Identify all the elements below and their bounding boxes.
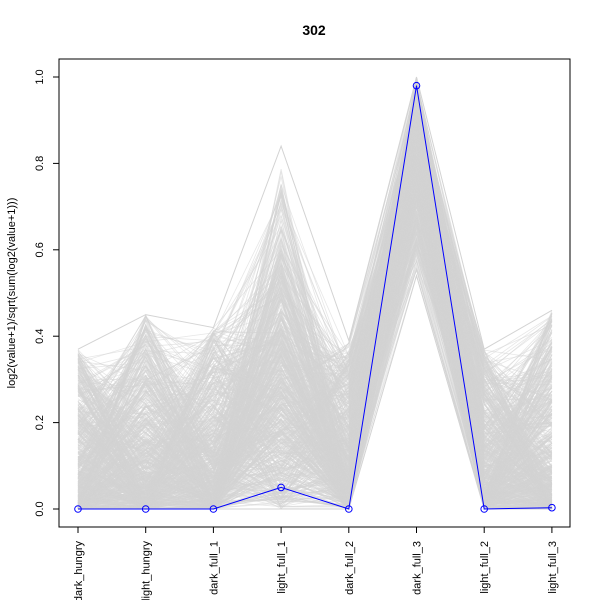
series-point (141, 505, 150, 513)
x-tick-label: light_hungry (141, 541, 153, 600)
x-tick-label: light_full_3 (547, 541, 559, 594)
y-tick-label: 0.2 (34, 415, 46, 430)
series-point (345, 505, 353, 513)
background-line (77, 188, 553, 508)
chart-title: 302 (302, 22, 326, 38)
y-tick-label: 0.8 (34, 156, 46, 171)
background-line (77, 155, 553, 507)
background-line (77, 108, 552, 508)
y-tick-label: 1.0 (34, 69, 46, 84)
background-line (77, 154, 553, 510)
x-tick-label: dark_full_1 (208, 541, 220, 595)
background-line (77, 113, 553, 506)
background-line (77, 153, 553, 510)
series-group (74, 81, 556, 513)
series-point (277, 483, 285, 492)
y-tick-label: 0.4 (34, 329, 46, 344)
x-tick-label: light_full_1 (276, 541, 288, 594)
background-line (77, 100, 553, 471)
plot-frame (58, 58, 571, 528)
series-point (480, 505, 489, 513)
background-line (77, 150, 553, 511)
y-axis-label: log2(value+1)/sqrt(sum(log2(value+1))) (6, 198, 18, 389)
y-tick-label: 0.6 (34, 242, 46, 257)
background-line (77, 193, 553, 509)
series-point (209, 505, 218, 513)
x-tick-label: dark_full_2 (344, 541, 356, 595)
background-line (77, 87, 553, 510)
background-lines-group (77, 76, 553, 511)
series-point (548, 503, 556, 512)
x-tick-label: dark_full_3 (412, 541, 424, 595)
background-line (77, 192, 553, 490)
background-line (77, 123, 553, 481)
series-point (74, 505, 82, 513)
series-line (78, 85, 552, 510)
background-line (77, 98, 552, 509)
background-envelope-high (77, 76, 553, 350)
series-point (412, 81, 421, 90)
x-tick-label: light_full_2 (479, 541, 491, 594)
x-tick-label: dark_hungry (73, 541, 85, 600)
background-line (77, 190, 553, 510)
background-line (77, 103, 553, 505)
axes-group: 0.0 0.2 0.4 0.6 0.8 1.0 dark_hungry light_hungr… (34, 58, 571, 600)
background-line (77, 204, 553, 507)
background-line (77, 116, 553, 508)
background-line (77, 180, 553, 509)
background-line (77, 123, 553, 500)
y-tick-label: 0.0 (34, 501, 46, 516)
background-line (77, 194, 553, 507)
background-line (77, 143, 553, 502)
background-line (77, 241, 553, 510)
